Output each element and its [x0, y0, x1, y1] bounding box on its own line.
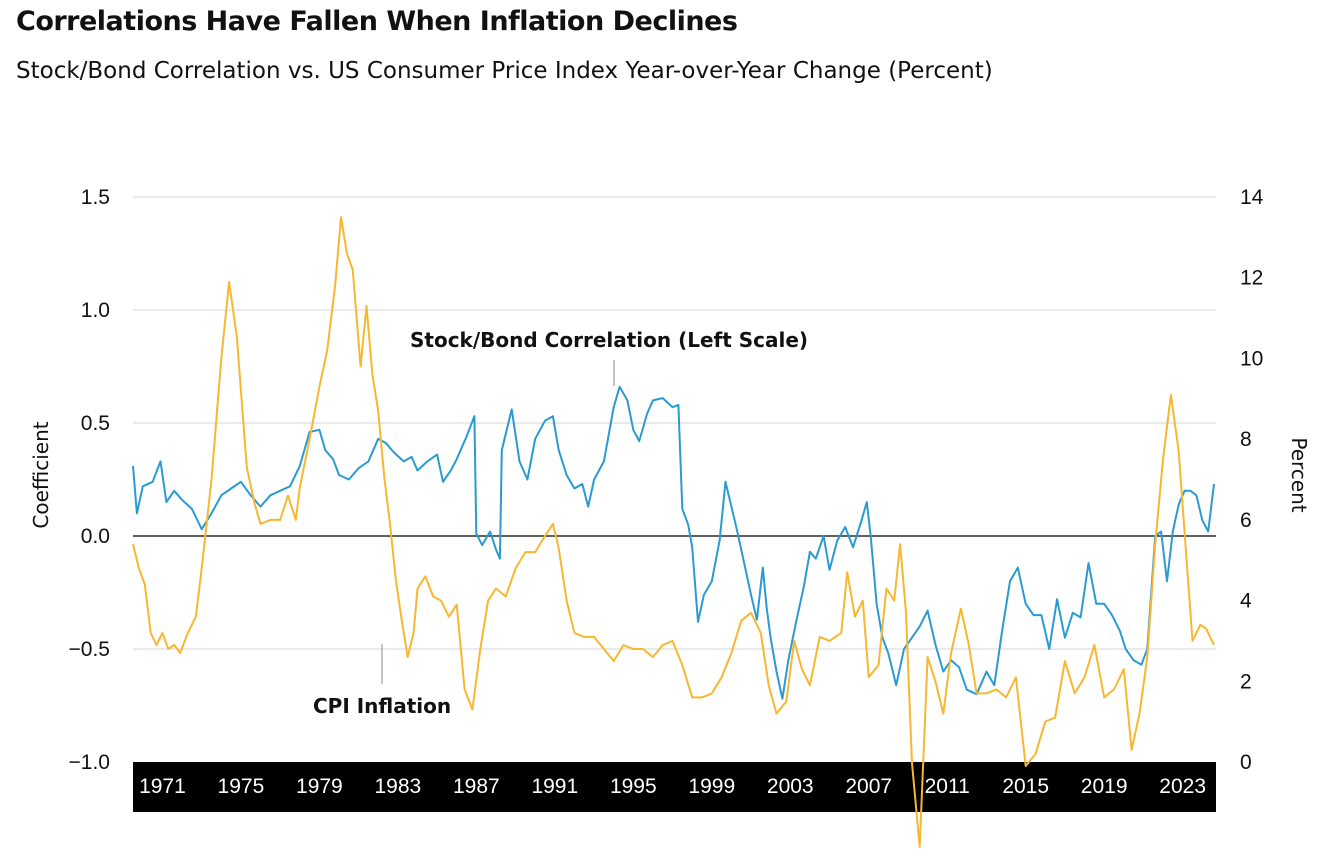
left-tick-label: 0.0: [81, 525, 110, 548]
right-axis-ticks: 0 2 4 6 8 10 12 14: [1240, 186, 1264, 774]
right-tick-label: 6: [1240, 509, 1252, 532]
left-tick-label: −1.0: [69, 751, 110, 774]
x-axis-ticks: 1971 1975 1979 1983 1987 1991 1995 1999 2003 2007…: [139, 775, 1206, 798]
right-tick-label: 14: [1240, 186, 1264, 209]
left-tick-label: 0.5: [81, 412, 110, 435]
left-axis-ticks: −1.0 −0.5 0.0 0.5 1.0 1.5: [69, 186, 110, 774]
x-tick-label: 1995: [610, 775, 657, 798]
right-tick-label: 10: [1240, 347, 1263, 370]
cpi-line: [132, 216, 1215, 848]
right-tick-label: 0: [1240, 751, 1252, 774]
x-tick-label: 1971: [139, 775, 186, 798]
x-tick-label: 2023: [1159, 775, 1206, 798]
x-tick-label: 1983: [375, 775, 422, 798]
x-axis-band: [133, 762, 1216, 812]
x-tick-label: 1987: [453, 775, 500, 798]
x-tick-label: 1975: [218, 775, 265, 798]
correlation-annotation: Stock/Bond Correlation (Left Scale): [410, 328, 808, 352]
right-tick-label: 2: [1240, 670, 1252, 693]
right-tick-label: 4: [1240, 590, 1252, 613]
x-tick-label: 2015: [1002, 775, 1049, 798]
x-tick-label: 2007: [845, 775, 892, 798]
x-tick-label: 2011: [925, 775, 970, 798]
gridlines: [133, 196, 1216, 650]
correlation-line: [132, 385, 1215, 700]
x-tick-label: 2019: [1081, 775, 1128, 798]
x-tick-label: 1991: [531, 775, 578, 798]
x-tick-label: 1979: [296, 775, 343, 798]
chart-subtitle: Stock/Bond Correlation vs. US Consumer P…: [16, 58, 993, 84]
left-axis-label: Coefficient: [29, 421, 53, 528]
right-axis-label: Percent: [1287, 437, 1311, 512]
cpi-annotation: CPI Inflation: [313, 694, 451, 718]
left-tick-label: −0.5: [69, 638, 110, 661]
series-lines: [132, 216, 1215, 848]
left-tick-label: 1.0: [81, 299, 110, 322]
x-tick-label: 1999: [688, 775, 735, 798]
right-tick-label: 8: [1240, 428, 1252, 451]
x-tick-label: 2003: [767, 775, 814, 798]
chart-title: Correlations Have Fallen When Inflation …: [16, 6, 738, 37]
left-tick-label: 1.5: [81, 186, 110, 209]
right-tick-label: 12: [1240, 267, 1263, 290]
